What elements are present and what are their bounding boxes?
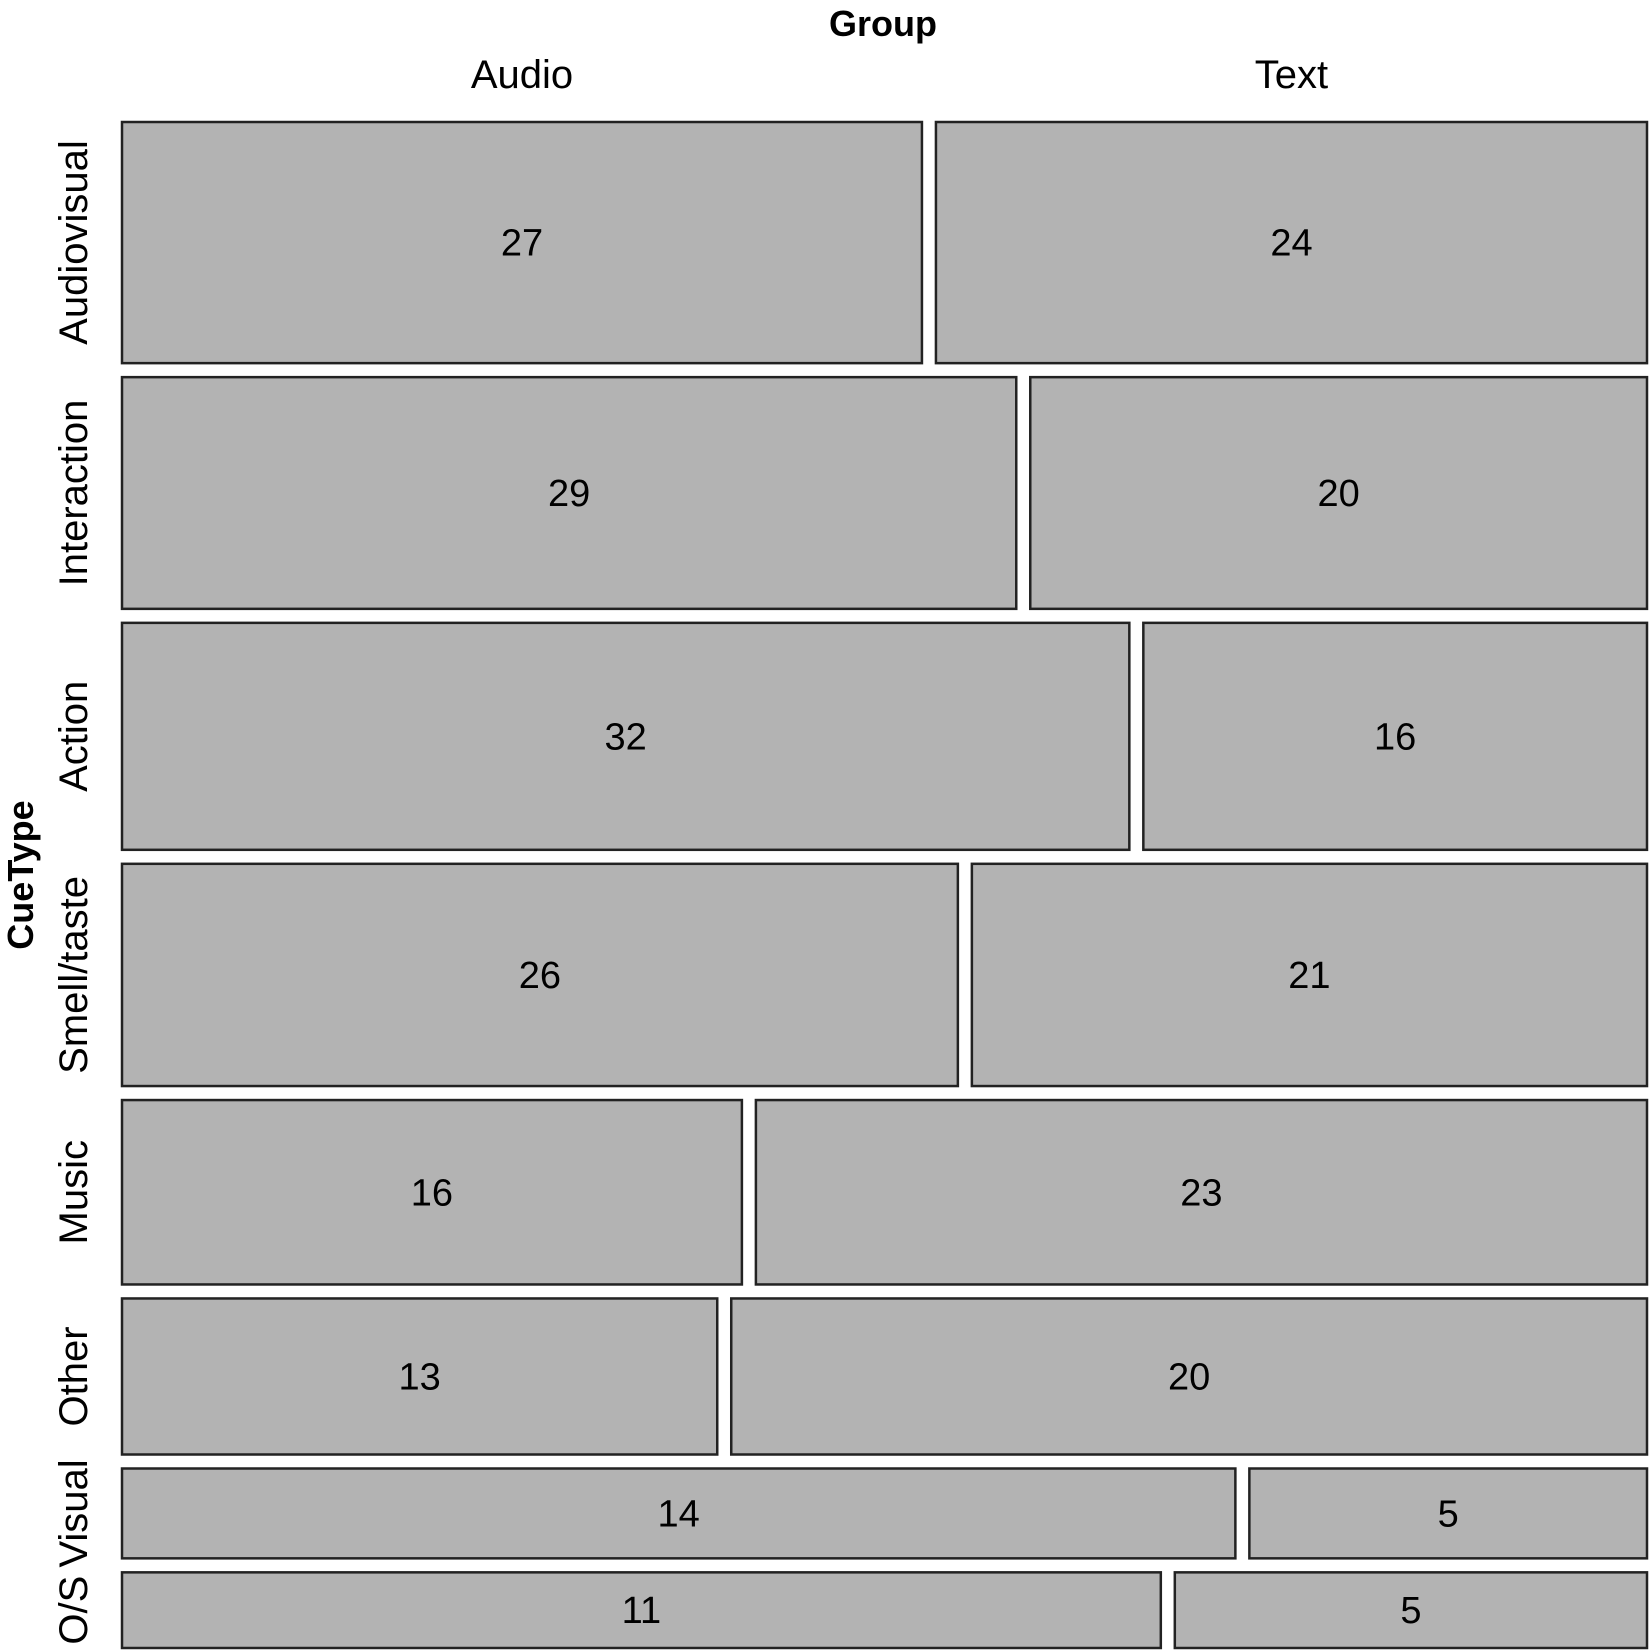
- cell-visual-audio: [120, 1467, 1237, 1560]
- cell-count-action-text: 16: [1374, 716, 1416, 758]
- cell-count-action-audio: 32: [605, 716, 647, 758]
- cell-count-music-audio: 16: [411, 1172, 453, 1214]
- cell-count-o-s-text: 5: [1400, 1590, 1421, 1632]
- cell-interaction-text: [1029, 375, 1649, 611]
- cell-count-other-audio: 13: [398, 1356, 440, 1398]
- cell-count-visual-text: 5: [1438, 1493, 1459, 1535]
- cell-count-audiovisual-audio: 27: [501, 223, 543, 265]
- cell-o-s-text: [1173, 1571, 1649, 1650]
- cell-smell-taste-text: [970, 862, 1649, 1088]
- cell-count-visual-audio: 14: [658, 1493, 700, 1535]
- cell-smell-taste-audio: [120, 862, 960, 1088]
- cell-music-audio: [120, 1098, 744, 1286]
- cell-count-interaction-audio: 29: [548, 473, 590, 515]
- cell-audiovisual-text: [934, 120, 1649, 365]
- cell-audiovisual-audio: [120, 120, 924, 365]
- column-label-text: Text: [1255, 53, 1328, 97]
- cell-count-smell-taste-text: 21: [1288, 955, 1330, 997]
- cell-other-audio: [120, 1297, 719, 1456]
- row-label-o-s: O/S: [52, 1576, 96, 1645]
- row-label-audiovisual: Audiovisual: [52, 140, 96, 345]
- column-labels: Audio Text: [471, 53, 1328, 97]
- cell-count-music-text: 23: [1180, 1172, 1222, 1214]
- mosaic-cells: 27 24 29 20 32 16 26 21 16 23 13 20 14 5 11 5: [120, 120, 1649, 1650]
- row-label-interaction: Interaction: [52, 400, 96, 587]
- cell-count-audiovisual-text: 24: [1270, 223, 1312, 265]
- row-label-action: Action: [52, 681, 96, 792]
- cuetype-variable-label: CueType: [0, 800, 41, 949]
- cell-interaction-audio: [120, 375, 1018, 611]
- cell-count-o-s-audio: 11: [622, 1590, 661, 1632]
- column-label-audio: Audio: [471, 53, 573, 97]
- cell-other-text: [729, 1297, 1649, 1456]
- cell-action-text: [1142, 621, 1649, 852]
- cell-music-text: [754, 1098, 1649, 1286]
- row-labels: Audiovisual Interaction Action Smell/taste M…: [52, 140, 96, 1644]
- cell-action-audio: [120, 621, 1131, 852]
- row-label-music: Music: [52, 1140, 96, 1244]
- cell-count-smell-taste-audio: 26: [519, 955, 561, 997]
- group-variable-label: Group: [829, 3, 937, 44]
- cell-o-s-audio: [120, 1571, 1163, 1650]
- cell-visual-text: [1248, 1467, 1649, 1560]
- row-label-smell-taste: Smell/taste: [52, 876, 96, 1074]
- cell-count-interaction-text: 20: [1317, 473, 1359, 515]
- cell-count-other-text: 20: [1168, 1356, 1210, 1398]
- row-label-visual: Visual: [52, 1459, 96, 1567]
- row-label-other: Other: [52, 1326, 96, 1426]
